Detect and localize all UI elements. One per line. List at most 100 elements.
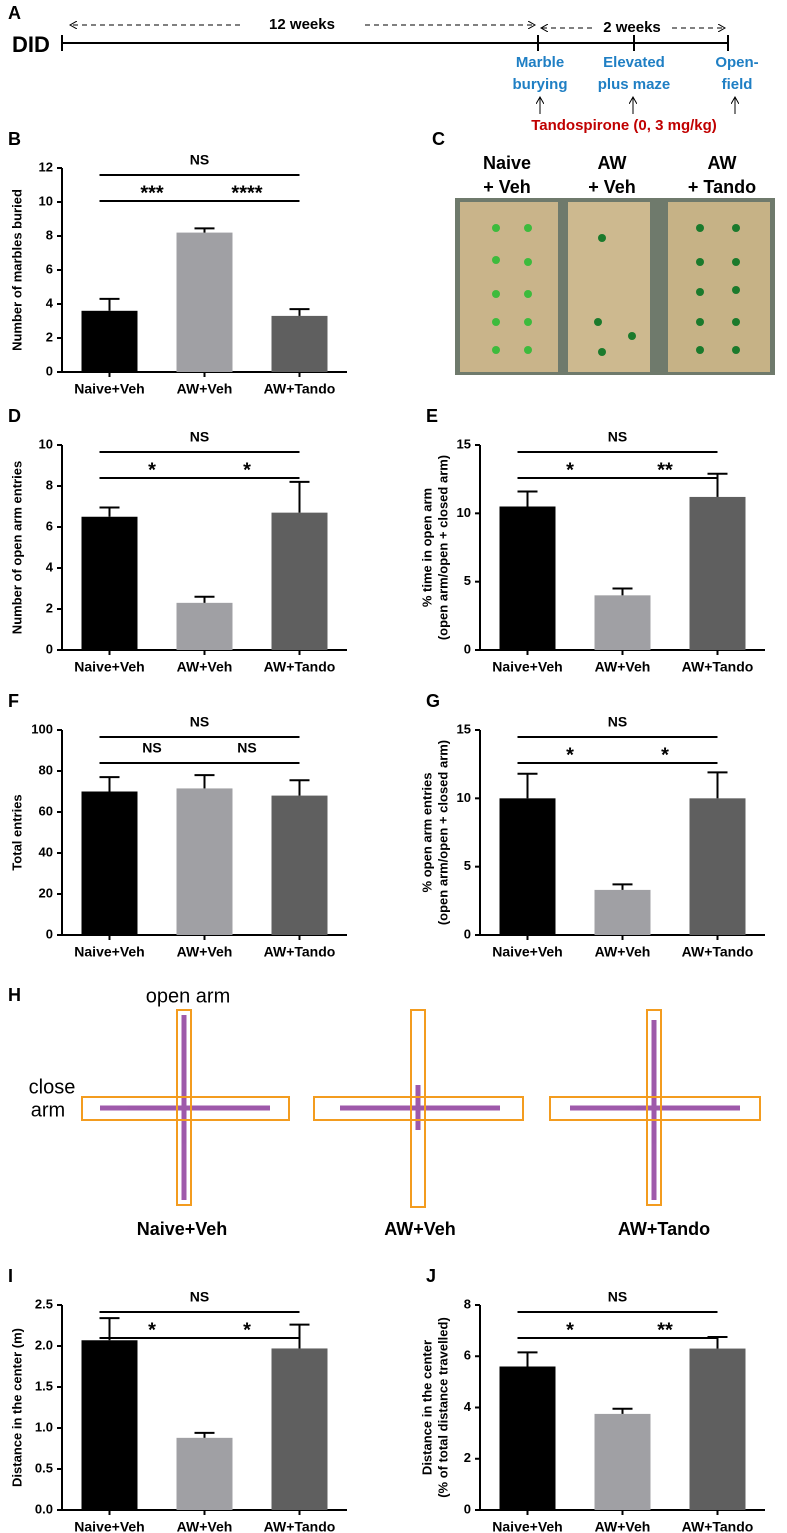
test-label: Open- [715, 54, 758, 71]
y-tick-label: 5 [464, 858, 471, 873]
panel-label: J [426, 1266, 436, 1286]
error-bar [612, 1407, 633, 1414]
bar [271, 315, 328, 372]
x-tick-label: Naive+Veh [74, 659, 144, 675]
y-tick-label: 0.5 [35, 1460, 53, 1475]
y-tick-label: 4 [46, 559, 54, 574]
error-bar [99, 506, 120, 517]
y-tick-label: 0 [46, 926, 53, 941]
significance-label: *** [140, 182, 164, 204]
error-bar [612, 587, 633, 596]
error-bar [517, 490, 538, 507]
y-axis-label: % open arm entries [419, 773, 434, 893]
x-tick-label: AW+Tando [264, 1519, 336, 1533]
x-tick-label: AW+Tando [682, 944, 754, 960]
y-tick-label: 2 [46, 329, 53, 344]
y-tick-label: 0 [464, 641, 471, 656]
x-tick-label: AW+Veh [177, 381, 233, 397]
bar [594, 1413, 651, 1510]
x-tick-label: AW+Tando [264, 659, 336, 675]
bar [176, 788, 233, 935]
y-axis-label: Total entries [9, 794, 24, 870]
y-axis-label: % time in open arm [419, 488, 434, 607]
error-bar [194, 595, 215, 603]
error-bar [289, 1323, 310, 1349]
y-tick-label: 0 [46, 363, 53, 378]
bar [271, 1348, 328, 1510]
significance-label: NS [142, 740, 161, 756]
bar [689, 1348, 746, 1510]
y-axis-label: (open arm/open + closed arm) [435, 455, 450, 640]
y-tick-label: 2 [46, 600, 53, 615]
y-tick-label: 15 [457, 721, 471, 736]
y-tick-label: 8 [46, 477, 53, 492]
significance-label: NS [190, 429, 209, 445]
panel-label: B [8, 129, 21, 149]
error-bar [517, 1351, 538, 1367]
y-tick-label: 4 [46, 295, 54, 310]
y-tick-label: 1.5 [35, 1378, 53, 1393]
panel-label: A [8, 3, 21, 23]
bar [499, 798, 556, 935]
y-axis-label: Distance in the center (m) [9, 1328, 24, 1487]
test-label: field [722, 76, 753, 93]
bar [271, 512, 328, 650]
y-tick-label: 0.0 [35, 1501, 53, 1516]
error-bar [194, 227, 215, 233]
significance-label: NS [190, 152, 209, 168]
significance-label: * [148, 1319, 156, 1341]
y-tick-label: 100 [31, 721, 53, 736]
error-bar [517, 772, 538, 799]
error-bar [99, 776, 120, 792]
y-tick-label: 20 [39, 885, 53, 900]
group-label: AW [598, 153, 627, 173]
x-tick-label: Naive+Veh [74, 381, 144, 397]
x-tick-label: Naive+Veh [74, 944, 144, 960]
bar [594, 889, 651, 935]
x-tick-label: AW+Veh [595, 944, 651, 960]
x-tick-label: AW+Tando [682, 659, 754, 675]
panel-label: F [8, 691, 19, 711]
significance-label: NS [608, 1289, 627, 1305]
significance-label: * [661, 744, 669, 766]
arm-label: open arm [146, 985, 231, 1007]
y-tick-label: 2 [464, 1450, 471, 1465]
x-tick-label: Naive+Veh [492, 659, 562, 675]
error-bar [289, 779, 310, 796]
period-label: 12 weeks [269, 16, 335, 33]
bar [499, 506, 556, 650]
significance-label: * [566, 459, 574, 481]
group-label: AW+Tando [618, 1219, 710, 1239]
y-tick-label: 10 [457, 790, 471, 805]
group-label: + Tando [688, 177, 756, 197]
error-bar [612, 883, 633, 890]
error-bar [194, 1431, 215, 1438]
y-tick-label: 5 [464, 573, 471, 588]
y-tick-label: 10 [39, 193, 53, 208]
bar [499, 1366, 556, 1510]
y-tick-label: 80 [39, 762, 53, 777]
group-label: Naive [483, 153, 531, 173]
x-tick-label: AW+Veh [595, 659, 651, 675]
group-label: AW [708, 153, 737, 173]
y-tick-label: 15 [457, 436, 471, 451]
x-tick-label: Naive+Veh [492, 944, 562, 960]
y-tick-label: 0 [464, 1501, 471, 1516]
significance-label: NS [608, 714, 627, 730]
panel-label: C [432, 129, 445, 149]
y-tick-label: 6 [46, 261, 53, 276]
y-tick-label: 10 [457, 505, 471, 520]
arm-label: close [29, 1076, 76, 1098]
x-tick-label: Naive+Veh [492, 1519, 562, 1533]
significance-label: ** [657, 1319, 673, 1341]
error-bar [289, 308, 310, 316]
group-label: + Veh [483, 177, 531, 197]
x-tick-label: AW+Tando [264, 381, 336, 397]
y-tick-label: 12 [39, 159, 53, 174]
test-label: plus maze [598, 76, 671, 93]
y-axis-label: (% of total distance travelled) [435, 1317, 450, 1498]
bar [81, 791, 138, 935]
bar [81, 516, 138, 650]
error-bar [99, 1317, 120, 1341]
